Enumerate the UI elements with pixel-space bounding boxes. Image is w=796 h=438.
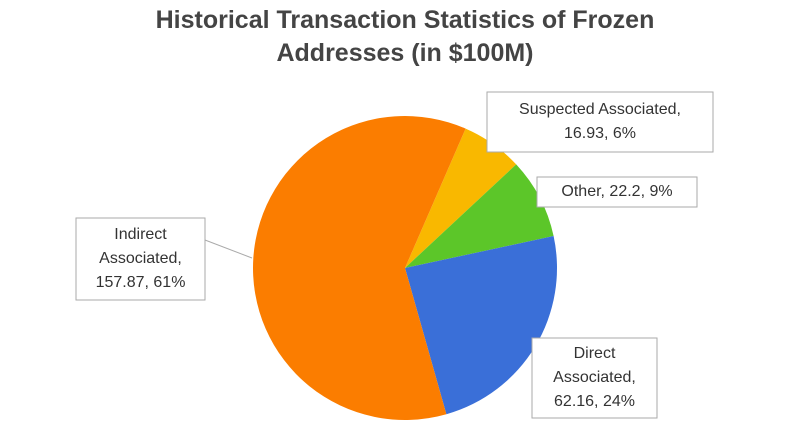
data-label: 16.93, 6% [564, 125, 636, 142]
leader-line [204, 239, 253, 259]
pie-slice [252, 115, 466, 420]
data-label: Associated, [99, 250, 182, 267]
data-label: 157.87, 61% [96, 274, 186, 291]
label-box [536, 176, 698, 208]
pie-slice [405, 164, 554, 268]
data-label: Direct [574, 345, 616, 362]
data-label: Suspected Associated, [519, 101, 681, 118]
pie-slice [405, 128, 517, 268]
label-box [486, 91, 714, 153]
data-label: Other, 22.2, 9% [561, 183, 672, 200]
data-label: Associated, [553, 369, 636, 386]
chart-title: Historical Transaction Statistics of Fro… [155, 6, 655, 67]
label-box [531, 337, 658, 419]
data-label: Indirect [114, 226, 167, 243]
label-box [75, 217, 206, 301]
pie-slice [405, 236, 557, 415]
data-label: 62.16, 24% [554, 393, 635, 410]
